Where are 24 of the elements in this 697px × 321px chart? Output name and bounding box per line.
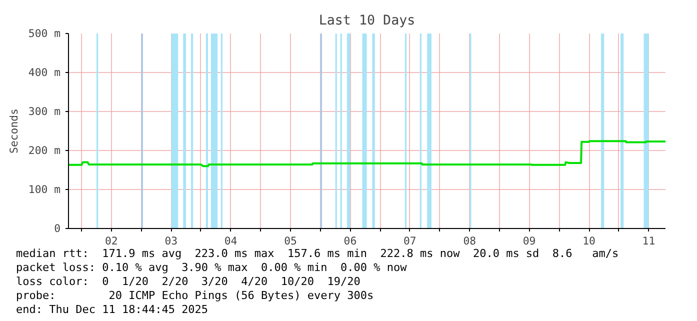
x-tick-label: 03 <box>164 234 178 248</box>
chart-title: Last 10 Days <box>318 14 416 28</box>
y-tick-label: 100 m <box>28 183 60 196</box>
y-tick-label: 400 m <box>28 66 60 79</box>
y-tick-label: 500 m <box>28 27 60 40</box>
text: end: Thu Dec 11 18:44:45 2025 <box>16 303 208 316</box>
y-tick-label: 300 m <box>28 105 60 118</box>
x-tick-label: 08 <box>463 234 476 248</box>
x-tick-label: 04 <box>224 234 238 248</box>
x-tick-label: 11 <box>642 234 656 248</box>
y-axis-title: Seconds <box>7 108 20 154</box>
y-tick-label: 200 m <box>28 144 60 157</box>
text: loss color: 0 1/20 2/20 3/20 4/20 10/20 19/20 <box>16 275 360 288</box>
text: packet loss: 0.10 % avg 3.90 % max 0.00 % min 0.00 % now <box>16 261 407 274</box>
line-series <box>68 140 666 168</box>
x-tick-label: 06 <box>344 234 357 248</box>
x-tick-label: 07 <box>403 234 416 248</box>
x-tick-label: 05 <box>284 234 297 248</box>
y-tick-label: 0 <box>54 222 61 235</box>
text: probe: 20 ICMP Echo Pings (56 Bytes) every 300s <box>16 289 374 302</box>
text: median rtt: 171.9 ms avg 223.0 ms max 157.6 ms min 222.8 ms now 20.0 ms sd 8.6 am/s <box>16 247 619 260</box>
x-tick-label: 02 <box>104 234 118 248</box>
x-tick-label: 10 <box>582 234 596 248</box>
x-tick-label: 09 <box>522 234 536 248</box>
